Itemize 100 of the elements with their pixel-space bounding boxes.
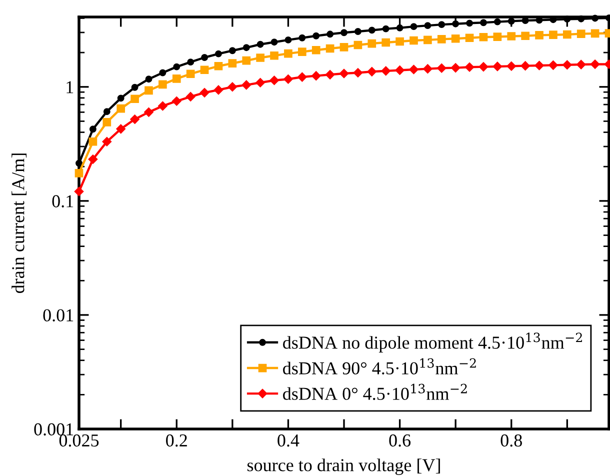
legend-label: dsDNA 0° 4.5·10$^{13}$nm$^{−2}$	[283, 384, 467, 400]
point	[450, 63, 460, 72]
point	[256, 78, 265, 88]
point	[172, 96, 182, 106]
point	[340, 29, 348, 36]
x-tick-label: 0.025	[59, 434, 99, 447]
point	[424, 22, 432, 30]
point	[382, 38, 390, 47]
point	[562, 30, 572, 39]
point	[172, 74, 181, 83]
point	[144, 86, 153, 95]
point	[339, 68, 349, 78]
point	[494, 18, 501, 26]
point	[312, 46, 320, 54]
point	[480, 19, 487, 26]
point	[284, 36, 292, 44]
point	[102, 118, 112, 126]
point	[186, 92, 196, 102]
point	[521, 32, 530, 40]
point	[201, 54, 208, 61]
point	[145, 76, 152, 83]
point	[395, 66, 404, 75]
point	[270, 76, 279, 86]
point	[592, 14, 599, 22]
point	[464, 62, 474, 72]
point	[354, 40, 362, 50]
point	[298, 34, 306, 42]
y-tick-label: 1	[66, 81, 74, 94]
point	[506, 62, 516, 71]
point	[242, 44, 250, 52]
x-axis-title: source to drain voltage [V]	[247, 458, 440, 475]
point	[200, 88, 210, 98]
point	[173, 63, 180, 70]
point	[215, 50, 222, 58]
point	[423, 64, 432, 74]
legend-label: dsDNA no dipole moment 4.5·10$^{13}$nm$^{−2}$	[283, 332, 582, 352]
point	[88, 154, 98, 164]
point	[409, 64, 418, 74]
point	[520, 61, 530, 70]
point	[410, 36, 418, 45]
point	[479, 32, 488, 42]
point	[354, 28, 362, 35]
point	[507, 32, 516, 40]
point	[117, 94, 124, 102]
point	[396, 37, 404, 46]
point	[130, 94, 139, 104]
point	[256, 54, 264, 62]
x-tick-label: 0.2	[166, 434, 187, 447]
y-tick-label: 0.001	[34, 423, 74, 436]
point	[410, 23, 418, 30]
point	[564, 16, 571, 23]
point	[131, 84, 138, 91]
point	[396, 24, 404, 32]
point	[214, 85, 224, 95]
point	[451, 34, 460, 43]
point	[382, 25, 390, 32]
point	[88, 137, 98, 146]
point	[534, 60, 544, 70]
point	[159, 69, 166, 76]
y-tick-label: 0.01	[43, 309, 74, 322]
point	[576, 60, 586, 70]
point	[508, 18, 515, 25]
point	[187, 58, 194, 66]
point	[76, 160, 82, 167]
point	[576, 30, 586, 38]
point	[437, 64, 446, 73]
point	[465, 34, 474, 42]
point	[326, 44, 334, 53]
x-tick-label: 0.4	[278, 434, 300, 447]
point	[116, 124, 126, 134]
point	[256, 40, 264, 48]
point	[116, 104, 126, 113]
point	[311, 71, 321, 80]
point	[74, 186, 84, 196]
point	[438, 21, 446, 28]
point	[548, 60, 558, 70]
point	[326, 30, 334, 38]
point	[284, 49, 292, 58]
point	[102, 137, 112, 146]
point	[437, 35, 446, 44]
point	[367, 67, 377, 76]
point	[590, 60, 600, 69]
legend-label: dsDNA 90° 4.5·10$^{13}$nm$^{−2}$	[283, 358, 476, 374]
point	[312, 32, 320, 40]
point	[590, 29, 600, 38]
point	[74, 169, 84, 178]
point	[130, 114, 140, 124]
point	[466, 20, 473, 27]
point	[340, 42, 348, 52]
point	[186, 70, 195, 78]
point	[424, 36, 432, 44]
point	[562, 60, 572, 70]
point	[381, 66, 390, 76]
point	[549, 30, 558, 40]
point	[522, 17, 529, 24]
point	[353, 68, 363, 78]
point	[368, 26, 376, 34]
point	[242, 56, 251, 65]
point	[478, 62, 488, 72]
point	[228, 59, 237, 68]
